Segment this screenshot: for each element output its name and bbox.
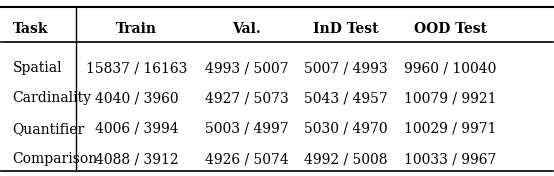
Text: 4927 / 5073: 4927 / 5073 [205, 91, 289, 105]
Text: InD Test: InD Test [313, 22, 378, 36]
Text: Spatial: Spatial [12, 61, 62, 75]
Text: 4088 / 3912: 4088 / 3912 [95, 152, 178, 166]
Text: 4926 / 5074: 4926 / 5074 [205, 152, 289, 166]
Text: 4993 / 5007: 4993 / 5007 [205, 61, 289, 75]
Text: Cardinality: Cardinality [12, 91, 91, 105]
Text: OOD Test: OOD Test [414, 22, 487, 36]
Text: 5003 / 4997: 5003 / 4997 [205, 122, 289, 136]
Text: Task: Task [12, 22, 48, 36]
Text: 10029 / 9971: 10029 / 9971 [404, 122, 497, 136]
Text: 4006 / 3994: 4006 / 3994 [95, 122, 178, 136]
Text: Quantifier: Quantifier [12, 122, 85, 136]
Text: 5030 / 4970: 5030 / 4970 [304, 122, 388, 136]
Text: Comparison: Comparison [12, 152, 98, 166]
Text: Train: Train [116, 22, 157, 36]
Text: 15837 / 16163: 15837 / 16163 [86, 61, 187, 75]
Text: 10079 / 9921: 10079 / 9921 [404, 91, 497, 105]
Text: 9960 / 10040: 9960 / 10040 [404, 61, 497, 75]
Text: 5007 / 4993: 5007 / 4993 [304, 61, 388, 75]
Text: 4040 / 3960: 4040 / 3960 [95, 91, 178, 105]
Text: 4992 / 5008: 4992 / 5008 [304, 152, 388, 166]
Text: 10033 / 9967: 10033 / 9967 [404, 152, 497, 166]
Text: 5043 / 4957: 5043 / 4957 [304, 91, 388, 105]
Text: Val.: Val. [232, 22, 261, 36]
